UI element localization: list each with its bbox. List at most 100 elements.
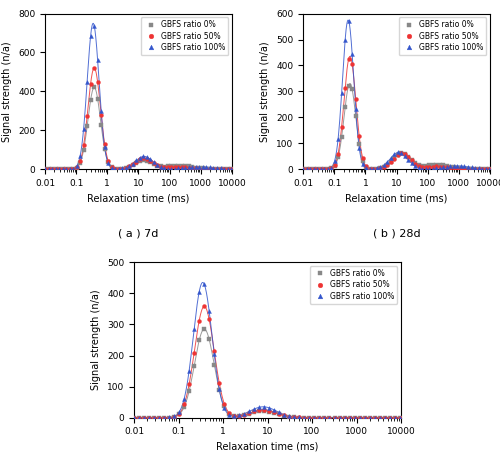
Line: GBFS ratio 100%: GBFS ratio 100% xyxy=(132,282,402,419)
GBFS ratio 100% xyxy=(148,157,154,162)
GBFS ratio 50% xyxy=(346,56,352,62)
GBFS ratio 0% xyxy=(406,154,411,159)
GBFS ratio 50% xyxy=(172,164,178,170)
GBFS ratio 100% xyxy=(131,415,137,420)
Line: GBFS ratio 100%: GBFS ratio 100% xyxy=(43,24,233,171)
GBFS ratio 0% xyxy=(74,165,80,170)
GBFS ratio 100% xyxy=(300,166,306,172)
GBFS ratio 100% xyxy=(292,414,298,419)
GBFS ratio 50% xyxy=(416,163,422,168)
GBFS ratio 100% xyxy=(91,23,97,28)
GBFS ratio 0% xyxy=(292,415,298,420)
GBFS ratio 100% xyxy=(228,166,234,172)
Line: GBFS ratio 0%: GBFS ratio 0% xyxy=(301,84,491,171)
GBFS ratio 50% xyxy=(374,166,380,172)
GBFS ratio 50% xyxy=(91,65,97,71)
GBFS ratio 50% xyxy=(228,166,234,172)
Line: GBFS ratio 0%: GBFS ratio 0% xyxy=(43,85,233,171)
GBFS ratio 100% xyxy=(282,412,288,417)
Line: GBFS ratio 50%: GBFS ratio 50% xyxy=(301,57,491,171)
GBFS ratio 100% xyxy=(396,415,402,420)
GBFS ratio 50% xyxy=(236,413,242,419)
GBFS ratio 50% xyxy=(406,154,411,160)
GBFS ratio 50% xyxy=(300,166,306,172)
Y-axis label: Signal strength (n/a): Signal strength (n/a) xyxy=(260,41,270,142)
GBFS ratio 50% xyxy=(292,415,298,420)
GBFS ratio 0% xyxy=(332,163,338,169)
GBFS ratio 50% xyxy=(116,166,121,172)
GBFS ratio 100% xyxy=(430,166,436,171)
Legend: GBFS ratio 0%, GBFS ratio 50%, GBFS ratio 100%: GBFS ratio 0%, GBFS ratio 50%, GBFS rati… xyxy=(310,266,397,304)
GBFS ratio 0% xyxy=(154,163,160,168)
GBFS ratio 0% xyxy=(296,415,302,420)
GBFS ratio 100% xyxy=(346,18,352,24)
Text: ( b ) 28d: ( b ) 28d xyxy=(372,228,420,238)
GBFS ratio 100% xyxy=(236,413,242,418)
GBFS ratio 50% xyxy=(131,415,137,420)
GBFS ratio 100% xyxy=(154,163,160,168)
GBFS ratio 50% xyxy=(158,164,164,169)
GBFS ratio 0% xyxy=(486,166,492,172)
GBFS ratio 0% xyxy=(201,326,207,332)
GBFS ratio 50% xyxy=(296,415,302,420)
GBFS ratio 100% xyxy=(374,166,380,171)
GBFS ratio 0% xyxy=(236,414,242,419)
GBFS ratio 100% xyxy=(158,164,164,170)
GBFS ratio 0% xyxy=(282,413,288,419)
GBFS ratio 50% xyxy=(332,163,338,168)
GBFS ratio 100% xyxy=(42,166,48,172)
Y-axis label: Signal strength (n/a): Signal strength (n/a) xyxy=(2,41,12,142)
GBFS ratio 0% xyxy=(346,83,352,88)
GBFS ratio 100% xyxy=(296,415,302,420)
GBFS ratio 100% xyxy=(486,166,492,172)
GBFS ratio 0% xyxy=(158,164,164,169)
GBFS ratio 100% xyxy=(172,166,178,172)
X-axis label: Relaxation time (ms): Relaxation time (ms) xyxy=(88,193,190,203)
Y-axis label: Signal strength (n/a): Signal strength (n/a) xyxy=(92,290,102,390)
Line: GBFS ratio 100%: GBFS ratio 100% xyxy=(301,19,491,171)
GBFS ratio 0% xyxy=(412,161,418,166)
GBFS ratio 100% xyxy=(412,163,418,169)
GBFS ratio 0% xyxy=(148,159,154,165)
GBFS ratio 50% xyxy=(412,161,418,166)
GBFS ratio 50% xyxy=(430,164,436,169)
GBFS ratio 50% xyxy=(396,415,402,420)
GBFS ratio 100% xyxy=(116,166,121,172)
GBFS ratio 100% xyxy=(316,415,322,420)
GBFS ratio 100% xyxy=(176,410,182,415)
GBFS ratio 0% xyxy=(228,166,234,172)
GBFS ratio 50% xyxy=(154,163,160,168)
GBFS ratio 0% xyxy=(172,163,178,168)
X-axis label: Relaxation time (ms): Relaxation time (ms) xyxy=(346,193,448,203)
GBFS ratio 50% xyxy=(176,411,182,416)
GBFS ratio 100% xyxy=(406,157,411,162)
GBFS ratio 50% xyxy=(42,166,48,172)
GBFS ratio 0% xyxy=(316,415,322,420)
Legend: GBFS ratio 0%, GBFS ratio 50%, GBFS ratio 100%: GBFS ratio 0%, GBFS ratio 50%, GBFS rati… xyxy=(399,17,486,55)
GBFS ratio 100% xyxy=(74,163,80,169)
Text: ( a ) 7d: ( a ) 7d xyxy=(118,228,158,238)
Line: GBFS ratio 50%: GBFS ratio 50% xyxy=(132,305,402,419)
GBFS ratio 100% xyxy=(332,158,338,163)
GBFS ratio 0% xyxy=(42,166,48,172)
Line: GBFS ratio 50%: GBFS ratio 50% xyxy=(43,66,233,171)
GBFS ratio 0% xyxy=(416,163,422,168)
GBFS ratio 50% xyxy=(74,164,80,170)
GBFS ratio 0% xyxy=(116,166,121,172)
GBFS ratio 50% xyxy=(316,415,322,420)
Legend: GBFS ratio 0%, GBFS ratio 50%, GBFS ratio 100%: GBFS ratio 0%, GBFS ratio 50%, GBFS rati… xyxy=(141,17,228,55)
GBFS ratio 50% xyxy=(201,304,207,309)
GBFS ratio 100% xyxy=(201,281,207,287)
GBFS ratio 100% xyxy=(416,165,422,170)
GBFS ratio 50% xyxy=(148,158,154,163)
Line: GBFS ratio 0%: GBFS ratio 0% xyxy=(132,327,402,419)
GBFS ratio 0% xyxy=(396,415,402,420)
GBFS ratio 0% xyxy=(176,412,182,417)
GBFS ratio 0% xyxy=(131,415,137,420)
GBFS ratio 0% xyxy=(91,85,97,90)
GBFS ratio 0% xyxy=(430,163,436,168)
GBFS ratio 50% xyxy=(282,413,288,418)
GBFS ratio 0% xyxy=(374,166,380,172)
GBFS ratio 0% xyxy=(300,166,306,172)
X-axis label: Relaxation time (ms): Relaxation time (ms) xyxy=(216,442,318,452)
